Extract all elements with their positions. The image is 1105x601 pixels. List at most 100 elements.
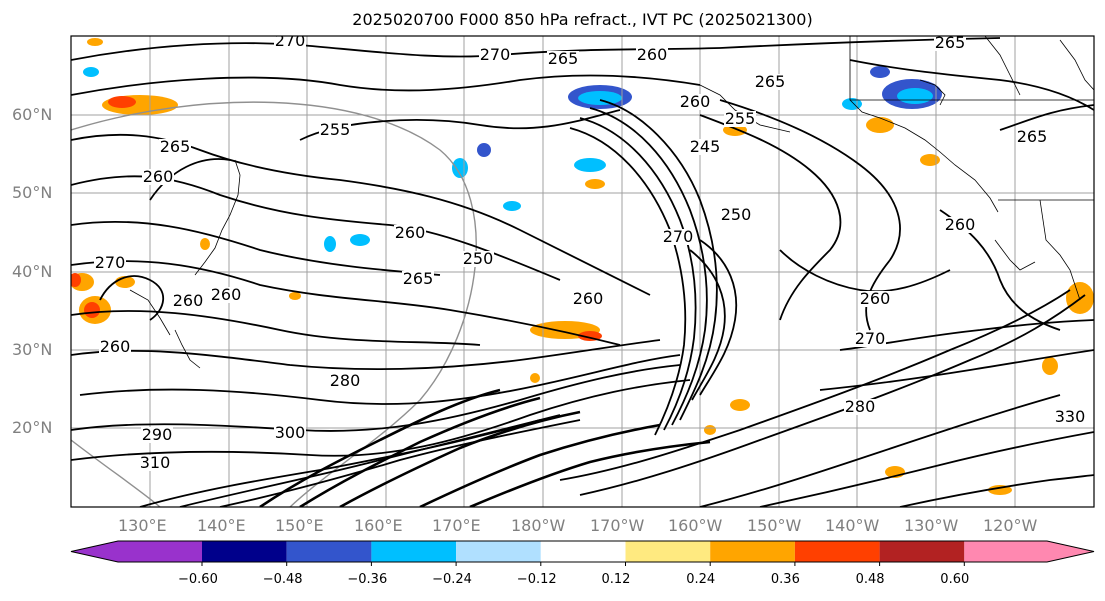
- contour-label-background: [859, 291, 891, 307]
- contour-label: 250: [721, 205, 752, 224]
- fill-patch: [578, 91, 622, 105]
- colorbar-segment: [456, 541, 541, 562]
- contour-label-background: [1054, 409, 1086, 425]
- colorbar-segment: [118, 541, 202, 562]
- contour-label: 260: [860, 289, 891, 308]
- contour-label-background: [142, 169, 174, 185]
- colorbar-tick-label: 0.48: [855, 572, 885, 587]
- contour-label-background: [854, 331, 886, 347]
- longitude-label: 140°W: [825, 516, 880, 535]
- contour-label-background: [462, 251, 494, 267]
- fill-patch: [530, 373, 540, 383]
- contour-label: 265: [548, 49, 579, 68]
- contour-label-background: [844, 399, 876, 415]
- colorbar-tick-label: −0.24: [432, 572, 472, 587]
- fill-patch: [897, 88, 933, 104]
- longitude-label: 160°W: [668, 516, 723, 535]
- contour-label-background: [689, 139, 721, 155]
- contour-label: 280: [845, 397, 876, 416]
- fill-patch: [350, 234, 370, 246]
- contour-label-background: [274, 425, 306, 441]
- contour-label: 265: [935, 33, 966, 52]
- colorbar-tick-label: 0.60: [940, 572, 970, 587]
- colorbar-tick-label: 0.36: [770, 572, 800, 587]
- colorbar-segment: [794, 541, 880, 562]
- contour-label-background: [662, 229, 694, 245]
- fill-patch: [866, 117, 894, 133]
- latitude-label: 60°N: [12, 105, 53, 124]
- contour-label-background: [139, 455, 171, 471]
- longitude-label: 140°E: [197, 516, 246, 535]
- colorbar-outline: [70, 540, 1095, 563]
- contour-label-background: [94, 255, 126, 271]
- longitude-label: 130°W: [904, 516, 959, 535]
- fill-patch: [920, 154, 940, 166]
- graticule: [71, 36, 1094, 507]
- contour-label-background: [172, 293, 204, 309]
- contour-label: 260: [143, 167, 174, 186]
- contour-label-background: [479, 47, 511, 63]
- contour-label: 270: [663, 227, 694, 246]
- latitude-label: 20°N: [12, 418, 53, 437]
- contour-label: 290: [142, 425, 173, 444]
- contour-label: 265: [160, 137, 191, 156]
- colorbar-tick-label: 0.24: [686, 572, 716, 587]
- map-frame: [70, 35, 1095, 508]
- contour-label-background: [547, 51, 579, 67]
- colorbar-tick-label: −0.12: [516, 572, 557, 587]
- contour-label: 270: [855, 329, 886, 348]
- contour-label-background: [679, 94, 711, 110]
- contour-label-background: [934, 36, 966, 51]
- longitude-label: 170°W: [590, 516, 645, 535]
- contour-label: 260: [211, 285, 242, 304]
- contour-label-background: [720, 207, 752, 223]
- colorbar: [70, 540, 1095, 566]
- colorbar-extend-min: [71, 541, 118, 562]
- fill-patch: [289, 292, 301, 300]
- contour-label: 300: [275, 423, 306, 442]
- contour-label-background: [99, 339, 131, 355]
- fill-patch: [83, 67, 99, 77]
- contour-label: 250: [463, 249, 494, 268]
- longitude-label: 150°W: [747, 516, 802, 535]
- longitude-label: 170°E: [432, 516, 481, 535]
- colorbar-segment: [625, 541, 711, 562]
- latitude-label: 50°N: [12, 183, 53, 202]
- contour-label-background: [141, 427, 173, 443]
- contour-label-background: [394, 225, 426, 241]
- contour-label: 260: [173, 291, 204, 310]
- fill-patch: [200, 238, 210, 250]
- contour-label-background: [572, 291, 604, 307]
- contour-label-background: [1016, 129, 1048, 145]
- contour-label: 265: [403, 269, 434, 288]
- fill-patch: [574, 158, 606, 172]
- contour-label-background: [210, 287, 242, 303]
- contour-label-background: [724, 111, 756, 127]
- ivt-contour-bundle: [259, 388, 711, 507]
- contour-label-background: [636, 47, 668, 63]
- plot-title: 2025020700 F000 850 hPa refract., IVT PC…: [352, 10, 813, 29]
- contour-label: 280: [330, 371, 361, 390]
- fill-patch: [108, 96, 136, 108]
- contour-label: 310: [140, 453, 171, 472]
- fill-patch: [84, 302, 100, 318]
- colorbar-tick-label: 0.12: [601, 572, 631, 587]
- contour-label: 260: [100, 337, 131, 356]
- longitude-label: 130°E: [118, 516, 167, 535]
- longitude-label: 150°E: [275, 516, 324, 535]
- longitude-label: 160°E: [354, 516, 403, 535]
- colorbar-tick-label: −0.36: [347, 572, 388, 587]
- contour-label: 255: [725, 109, 756, 128]
- contour-label-background: [329, 373, 361, 389]
- fill-patch: [1042, 357, 1058, 375]
- contour-label: 260: [637, 45, 668, 64]
- longitude-label: 120°W: [983, 516, 1038, 535]
- contour-label: 245: [690, 137, 721, 156]
- contour-label: 270: [95, 253, 126, 272]
- fill-patch: [71, 273, 81, 287]
- contour-label: 265: [1017, 127, 1048, 146]
- latitude-label: 30°N: [12, 340, 53, 359]
- contour-label: 260: [945, 215, 976, 234]
